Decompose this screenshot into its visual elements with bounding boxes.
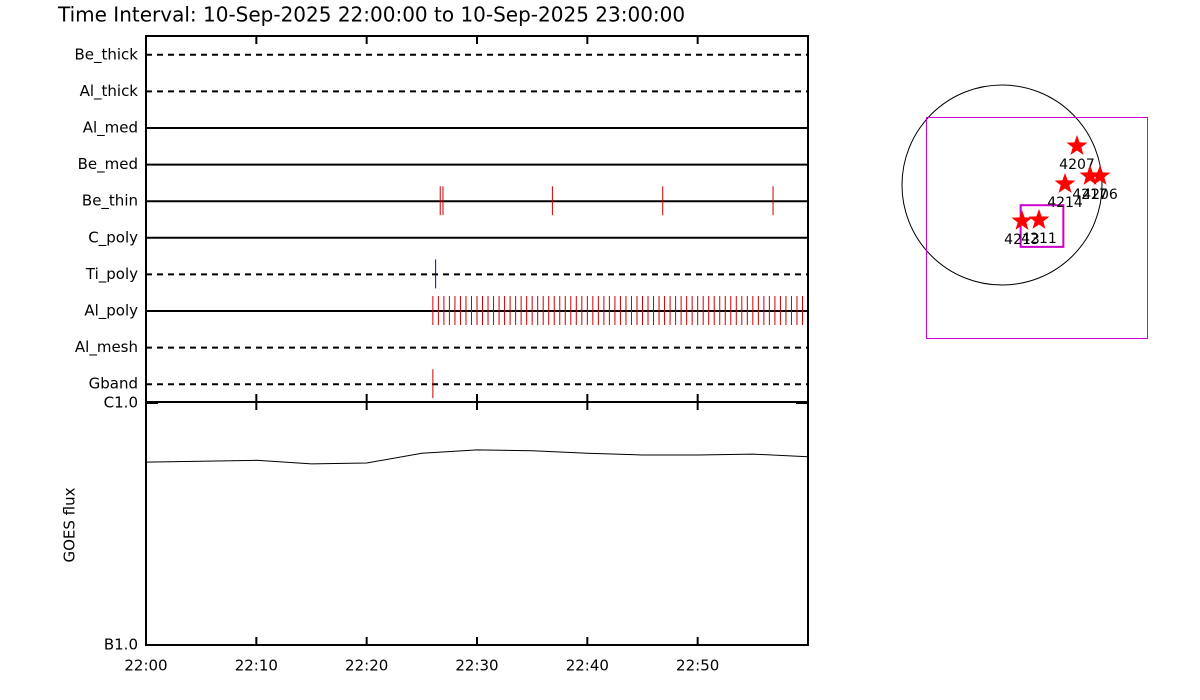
region-star (1028, 209, 1050, 229)
fov-box (925, 117, 1149, 340)
x-tick-label: 22:20 (345, 657, 388, 675)
solar-disk (901, 84, 1103, 286)
region-star (1011, 210, 1033, 230)
y-tick-label: C1.0 (104, 394, 138, 412)
region-label: 4207 (1059, 157, 1095, 173)
region-label: 4214 (1047, 195, 1083, 211)
x-tick-label: 22:10 (235, 657, 278, 675)
region-star (1079, 165, 1101, 185)
row-label: C_poly (88, 228, 138, 247)
goes-curve (145, 449, 808, 465)
y-tick-label: B1.0 (104, 636, 138, 654)
row-label: Be_thin (82, 192, 138, 211)
region-label: 4211 (1021, 231, 1057, 247)
x-tick-label: 22:40 (566, 657, 609, 675)
region-label: 4217 (1072, 187, 1108, 203)
row-label: Al_poly (84, 302, 138, 321)
row-label: Al_med (83, 119, 138, 138)
x-tick-label: 22:50 (676, 657, 719, 675)
row-label: Al_mesh (75, 338, 138, 357)
y-axis-label: GOES flux (61, 487, 79, 562)
region-label: 4213 (1004, 232, 1040, 248)
x-tick-label: 22:00 (124, 657, 167, 675)
x-tick-label: 22:30 (455, 657, 498, 675)
row-label: Gband (89, 375, 138, 393)
region-star (1089, 165, 1111, 185)
region-star (1054, 173, 1076, 193)
row-label: Ti_poly (85, 265, 138, 284)
chart-title: Time Interval: 10-Sep-2025 22:00:00 to 1… (57, 3, 685, 27)
row-label: Be_thick (74, 45, 138, 64)
region-label: 4206 (1082, 187, 1118, 203)
row-label: Be_med (78, 155, 138, 174)
row-label: Al_thick (80, 82, 139, 101)
region-star (1066, 135, 1088, 155)
